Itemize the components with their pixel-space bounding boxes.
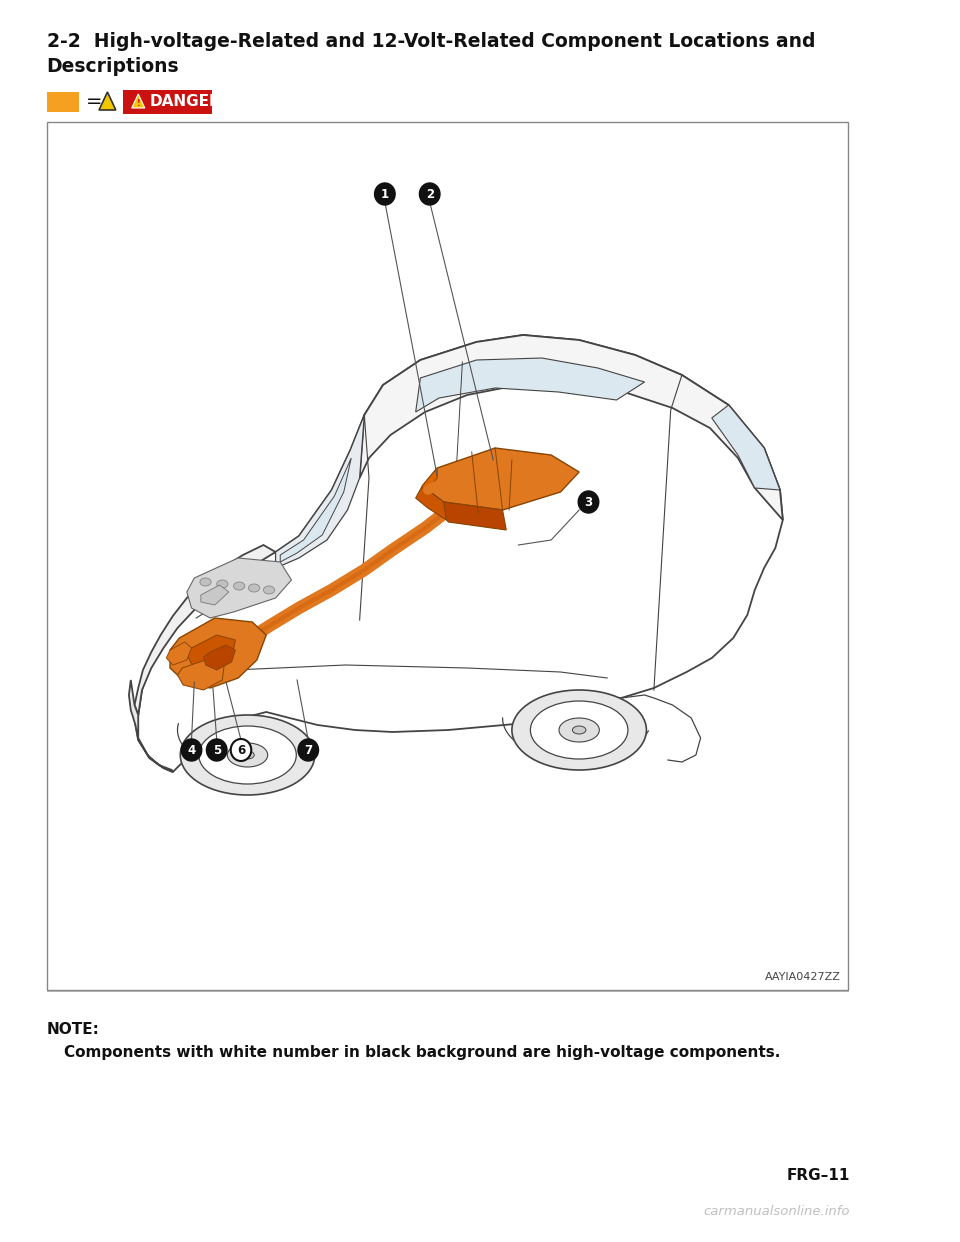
Ellipse shape <box>199 727 297 784</box>
Polygon shape <box>129 681 173 773</box>
Polygon shape <box>422 468 437 494</box>
Polygon shape <box>444 502 506 530</box>
Polygon shape <box>204 645 235 669</box>
Polygon shape <box>99 92 116 111</box>
Polygon shape <box>276 415 364 568</box>
Polygon shape <box>135 335 782 773</box>
Text: Descriptions: Descriptions <box>47 57 180 76</box>
FancyBboxPatch shape <box>123 89 212 114</box>
Polygon shape <box>360 335 782 520</box>
Polygon shape <box>187 558 292 619</box>
Ellipse shape <box>559 718 599 741</box>
Ellipse shape <box>233 582 245 590</box>
Circle shape <box>230 739 252 761</box>
Text: 3: 3 <box>585 496 592 509</box>
Polygon shape <box>187 635 235 668</box>
Text: FRG–11: FRG–11 <box>786 1167 850 1182</box>
Circle shape <box>578 491 599 513</box>
Text: 7: 7 <box>304 744 312 758</box>
Ellipse shape <box>572 727 586 734</box>
Ellipse shape <box>241 751 254 759</box>
Text: NOTE:: NOTE: <box>47 1022 100 1037</box>
Polygon shape <box>416 358 644 412</box>
Ellipse shape <box>228 743 268 768</box>
Text: 2-2  High-voltage-Related and 12-Volt-Related Component Locations and: 2-2 High-voltage-Related and 12-Volt-Rel… <box>47 32 815 51</box>
Text: Components with white number in black background are high-voltage components.: Components with white number in black ba… <box>63 1045 780 1059</box>
Ellipse shape <box>217 580 228 587</box>
Ellipse shape <box>249 584 260 592</box>
Circle shape <box>374 183 396 205</box>
Polygon shape <box>132 94 145 108</box>
Text: AAYIA0427ZZ: AAYIA0427ZZ <box>765 972 841 982</box>
Ellipse shape <box>180 715 315 795</box>
Ellipse shape <box>530 700 628 759</box>
FancyBboxPatch shape <box>47 122 849 990</box>
Polygon shape <box>422 448 579 510</box>
Polygon shape <box>280 458 351 561</box>
Text: 1: 1 <box>381 188 389 201</box>
Text: =: = <box>86 92 103 112</box>
Text: 2: 2 <box>425 188 434 201</box>
Ellipse shape <box>200 578 211 586</box>
Circle shape <box>181 739 202 761</box>
Text: 4: 4 <box>187 744 196 758</box>
Polygon shape <box>178 660 225 691</box>
Polygon shape <box>170 619 266 688</box>
Text: !: ! <box>136 98 140 108</box>
Circle shape <box>206 739 227 761</box>
Polygon shape <box>166 642 191 664</box>
Circle shape <box>420 183 440 205</box>
FancyBboxPatch shape <box>47 92 80 112</box>
Polygon shape <box>416 486 446 520</box>
Text: 5: 5 <box>212 744 221 758</box>
Circle shape <box>298 739 319 761</box>
Text: !: ! <box>106 99 109 109</box>
Text: 6: 6 <box>237 744 245 758</box>
Ellipse shape <box>263 586 275 594</box>
Polygon shape <box>134 545 276 715</box>
Polygon shape <box>201 585 228 605</box>
Polygon shape <box>711 405 780 491</box>
Ellipse shape <box>512 691 646 770</box>
Text: DANGER: DANGER <box>150 94 221 109</box>
Text: carmanualsonline.info: carmanualsonline.info <box>704 1205 850 1218</box>
